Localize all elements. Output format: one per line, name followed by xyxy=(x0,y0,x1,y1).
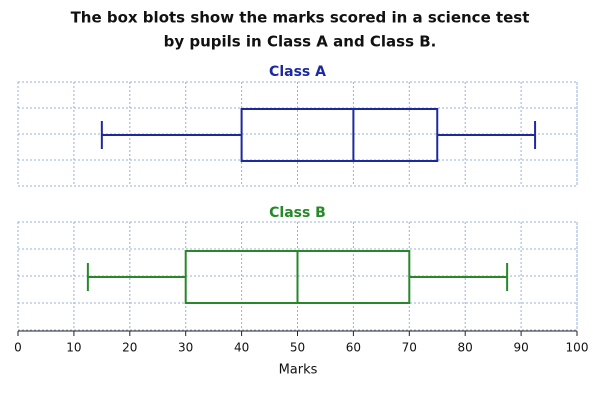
x-tick-label: 30 xyxy=(178,341,193,355)
x-tick-label: 10 xyxy=(66,341,81,355)
chart-title: by pupils in Class A and Class B. xyxy=(164,33,437,51)
x-tick-label: 80 xyxy=(458,341,473,355)
x-tick-label: 20 xyxy=(122,341,137,355)
chart-title: The box blots show the marks scored in a… xyxy=(71,9,530,27)
x-tick-label: 100 xyxy=(566,341,589,355)
x-tick-label: 0 xyxy=(14,341,22,355)
x-tick-label: 70 xyxy=(402,341,417,355)
panel-title: Class B xyxy=(269,205,326,221)
x-tick-label: 60 xyxy=(346,341,361,355)
x-tick-label: 50 xyxy=(290,341,305,355)
panel-title: Class A xyxy=(269,64,326,80)
x-axis-label: Marks xyxy=(279,363,318,378)
x-tick-label: 90 xyxy=(513,341,528,355)
box xyxy=(240,108,439,162)
x-tick-label: 40 xyxy=(234,341,249,355)
